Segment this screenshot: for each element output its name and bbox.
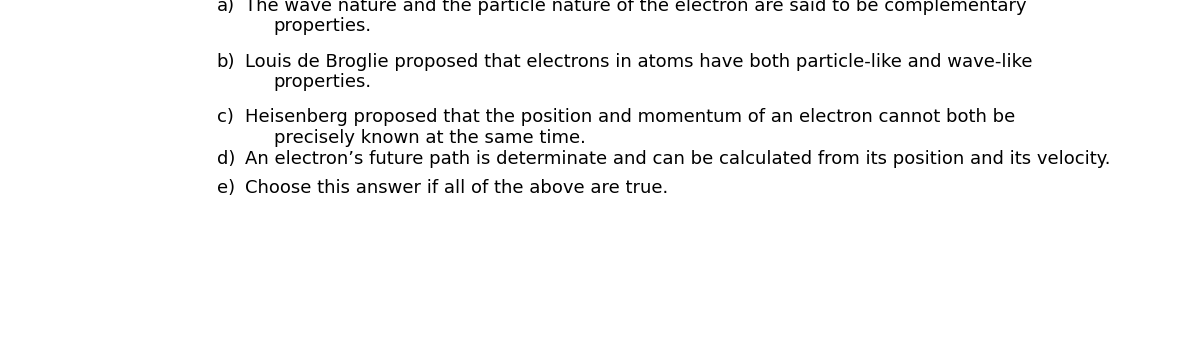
Text: properties.: properties.: [274, 73, 372, 91]
Text: Heisenberg proposed that the position and momentum of an electron cannot both be: Heisenberg proposed that the position an…: [245, 109, 1015, 126]
Text: d): d): [217, 150, 235, 168]
Text: c): c): [217, 109, 234, 126]
Text: a): a): [217, 0, 235, 15]
Text: The wave nature and the particle nature of the electron are said to be complemen: The wave nature and the particle nature …: [245, 0, 1026, 15]
Text: Louis de Broglie proposed that electrons in atoms have both particle-like and wa: Louis de Broglie proposed that electrons…: [245, 53, 1032, 71]
Text: Choose this answer if all of the above are true.: Choose this answer if all of the above a…: [245, 179, 668, 197]
Text: An electron’s future path is determinate and can be calculated from its position: An electron’s future path is determinate…: [245, 150, 1110, 168]
Text: properties.: properties.: [274, 18, 372, 35]
Text: b): b): [217, 53, 235, 71]
Text: precisely known at the same time.: precisely known at the same time.: [274, 129, 586, 147]
Text: e): e): [217, 179, 235, 197]
